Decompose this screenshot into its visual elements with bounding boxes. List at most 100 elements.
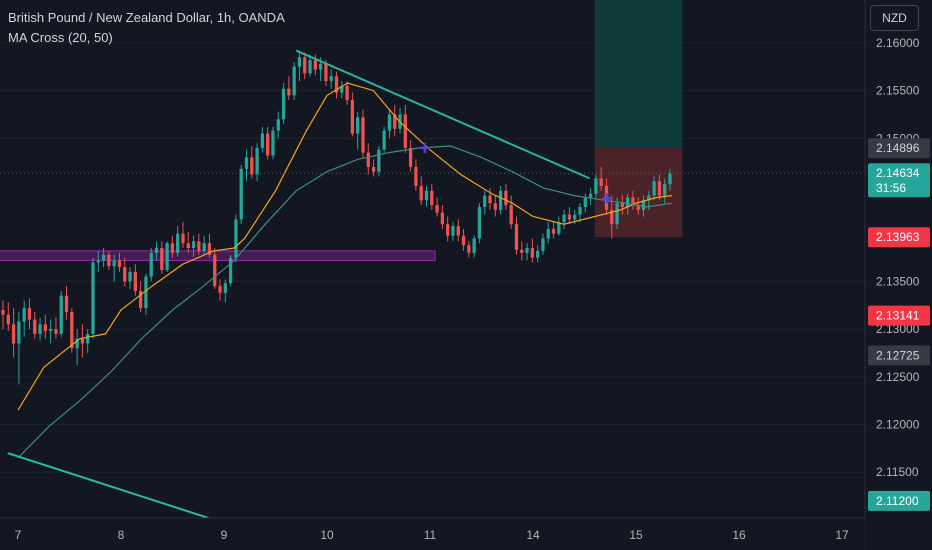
candle-body: [345, 85, 349, 101]
candle-body: [504, 190, 508, 206]
candle-body: [75, 338, 79, 349]
candle-body: [557, 222, 561, 234]
candle-body: [22, 308, 26, 322]
currency-button[interactable]: NZD: [870, 5, 919, 31]
candle-body: [17, 321, 21, 344]
candle-body: [86, 333, 90, 344]
candle-body: [573, 214, 577, 220]
time-tick-label: 9: [221, 528, 228, 542]
candle-body: [668, 173, 672, 185]
candle-body: [615, 203, 619, 225]
ma-cross-marker: [419, 142, 430, 153]
candle-body: [181, 233, 185, 244]
cursor-price-label-bg: [868, 490, 930, 511]
candle-body: [228, 257, 233, 284]
level-price-label: 2.13141: [876, 309, 920, 323]
last-price-label-bg: [868, 163, 930, 198]
price-tick-label: 2.16000: [876, 36, 920, 50]
candle-body: [54, 329, 58, 334]
candle-body: [303, 57, 307, 74]
candle-body: [276, 119, 280, 131]
candle-body: [165, 243, 169, 270]
time-tick-label: 8: [118, 528, 125, 542]
candle-body: [213, 254, 217, 287]
candle-body: [49, 329, 53, 332]
candle-body: [663, 184, 667, 196]
candle-body: [446, 224, 450, 236]
candle-body: [626, 197, 630, 208]
moving-averages: [17, 82, 673, 459]
descending-trendline: [295, 49, 591, 180]
candle-body: [620, 203, 624, 208]
candle-body: [456, 226, 460, 236]
candle-body: [271, 130, 275, 156]
candle-body: [403, 114, 407, 148]
candle-body: [43, 324, 47, 332]
time-scale-bg: [0, 518, 865, 550]
candle-body: [435, 205, 439, 213]
candle-body: [467, 245, 471, 253]
candle-body: [287, 88, 291, 96]
time-tick-label: 14: [526, 528, 540, 542]
candle-body: [313, 60, 317, 70]
candles: [1, 50, 672, 385]
stop-price-label: 2.13963: [876, 230, 920, 244]
candle-body: [652, 181, 656, 196]
candle-body: [493, 203, 497, 210]
candle-body: [266, 133, 270, 156]
candle-body: [1, 310, 5, 315]
target-zone: [594, 0, 683, 149]
candle-body: [361, 117, 365, 153]
ma-slow-line: [17, 145, 673, 459]
candle-body: [292, 66, 296, 96]
candle-body: [498, 190, 503, 210]
time-tick-label: 15: [629, 528, 643, 542]
candle-body: [202, 243, 206, 251]
candle-body: [255, 147, 259, 175]
lower-trendline: [7, 452, 209, 519]
candle-body: [207, 243, 212, 255]
time-tick-label: 17: [835, 528, 849, 542]
price-tick-label: 2.11500: [876, 465, 919, 479]
level2-price-label: 2.12725: [876, 348, 920, 362]
candle-body: [525, 248, 529, 253]
ma-fast-line: [17, 82, 673, 411]
candle-body: [334, 76, 339, 93]
candle-body: [308, 60, 312, 74]
candle-body: [318, 63, 323, 70]
candle-body: [536, 250, 540, 258]
candle-body: [541, 238, 545, 251]
candle-body: [408, 147, 413, 167]
time-tick-label: 11: [424, 528, 437, 542]
price-scale[interactable]: 2.160002.155002.150002.135002.130002.125…: [864, 0, 932, 550]
time-scale[interactable]: 7 8 9 10 11 14 15 16 17: [0, 517, 865, 550]
candle-body: [59, 295, 63, 334]
candle-body: [191, 241, 196, 249]
candle-body: [138, 290, 143, 309]
candle-body: [567, 214, 572, 220]
candle-body: [514, 224, 519, 250]
candle-body: [170, 243, 175, 253]
candle-body: [324, 63, 328, 82]
candle-body: [80, 338, 85, 344]
target-price-label-bg: [868, 138, 930, 159]
candle-body: [366, 152, 370, 167]
trend-drawings[interactable]: [0, 49, 865, 519]
candle-body: [176, 233, 180, 253]
indicator-label[interactable]: MA Cross (20, 50): [8, 30, 113, 45]
level-price-label-bg: [868, 305, 930, 326]
target-price-label: 2.14896: [876, 141, 920, 155]
candle-body: [562, 214, 566, 223]
symbol-title[interactable]: British Pound / New Zealand Dollar, 1h, …: [8, 10, 285, 25]
last-price-label: 2.14634: [876, 166, 920, 180]
candle-body: [578, 207, 582, 215]
drawing-zones[interactable]: [0, 0, 683, 261]
candle-body: [440, 212, 445, 225]
ma-cross-marker: [602, 193, 613, 204]
candle-body: [610, 209, 614, 225]
candle-body: [27, 308, 32, 320]
candle-body: [356, 117, 360, 134]
chart-legend: British Pound / New Zealand Dollar, 1h, …: [8, 8, 285, 48]
candle-body: [588, 193, 593, 198]
